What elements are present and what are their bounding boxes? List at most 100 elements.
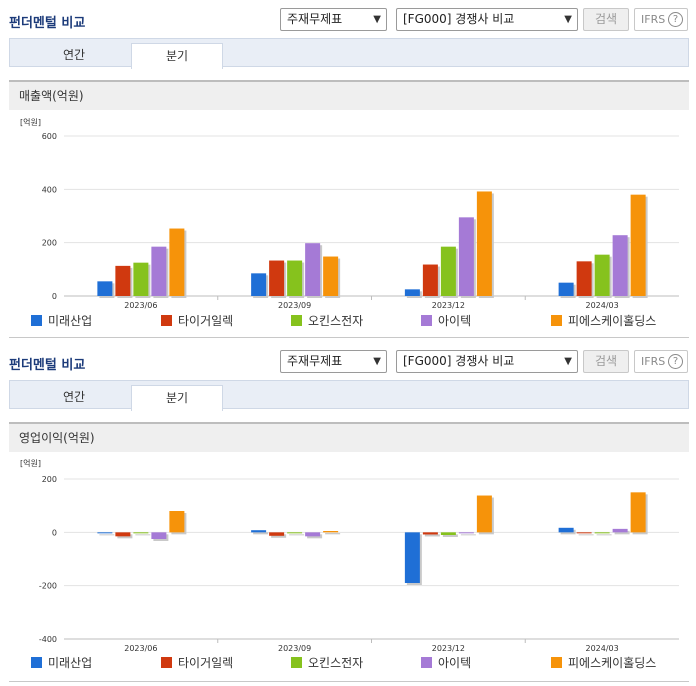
bar bbox=[476, 191, 492, 296]
legend-label: 미래산업 bbox=[48, 656, 92, 670]
bar bbox=[251, 273, 267, 296]
x-tick-label: 2023/06 bbox=[124, 301, 157, 310]
search-button[interactable]: 검색 bbox=[583, 8, 629, 31]
section-title: 매출액(억원) bbox=[9, 80, 689, 110]
bar bbox=[612, 528, 628, 533]
bar bbox=[287, 260, 303, 296]
question-icon: ? bbox=[668, 12, 683, 27]
x-tick-label: 2024/03 bbox=[586, 301, 619, 310]
bar bbox=[133, 532, 149, 534]
legend-swatch bbox=[421, 315, 432, 326]
x-tick-label: 2023/06 bbox=[124, 644, 157, 653]
legend-label: 피에스케이홀딩스 bbox=[568, 656, 656, 670]
bar bbox=[422, 532, 438, 535]
section-title: 영업이익(억원) bbox=[9, 422, 689, 452]
bar-shadow bbox=[424, 534, 440, 537]
bar bbox=[558, 527, 574, 533]
y-tick-label: 600 bbox=[42, 132, 57, 141]
ifrs-help-button[interactable]: IFRS ? bbox=[634, 350, 688, 373]
legend-swatch bbox=[551, 657, 562, 668]
x-tick-label: 2023/12 bbox=[432, 644, 465, 653]
statement-select[interactable]: 주재무제표 ▼ bbox=[280, 350, 387, 373]
period-tabs: 연간 분기 bbox=[9, 380, 689, 411]
legend-swatch bbox=[551, 315, 562, 326]
chevron-down-icon: ▼ bbox=[564, 356, 572, 367]
legend-label: 오킨스전자 bbox=[308, 314, 363, 328]
statement-select[interactable]: 주재무제표 ▼ bbox=[280, 8, 387, 31]
bar bbox=[97, 532, 113, 534]
ifrs-label: IFRS bbox=[641, 355, 666, 368]
legend-label: 타이거일렉 bbox=[178, 314, 233, 328]
bar bbox=[576, 532, 592, 534]
bar bbox=[169, 511, 185, 533]
bar bbox=[576, 261, 592, 296]
ifrs-help-button[interactable]: IFRS ? bbox=[634, 8, 688, 31]
y-tick-label: 200 bbox=[42, 475, 57, 484]
bar bbox=[422, 264, 438, 296]
bar bbox=[594, 254, 610, 296]
bar bbox=[115, 532, 131, 537]
bar-shadow bbox=[325, 533, 341, 535]
legend-label: 오킨스전자 bbox=[308, 656, 363, 670]
bar bbox=[476, 495, 492, 533]
tab-annual[interactable]: 연간 bbox=[62, 390, 86, 404]
peer-group-select[interactable]: [FG000] 경쟁사 비교 ▼ bbox=[396, 8, 578, 31]
bar bbox=[630, 492, 646, 533]
bar bbox=[269, 532, 285, 536]
y-tick-label: -400 bbox=[39, 635, 57, 644]
bar-shadow bbox=[135, 534, 151, 536]
question-icon: ? bbox=[668, 354, 683, 369]
tab-annual[interactable]: 연간 bbox=[62, 48, 86, 62]
legend-label: 미래산업 bbox=[48, 314, 92, 328]
operating-income-chart: [억원] -400 -200 0 200 2023/06 2023/09 2023/12 202… bbox=[9, 455, 689, 682]
bar-shadow bbox=[578, 534, 594, 536]
unit-label: [억원] bbox=[20, 458, 41, 468]
y-tick-label: 200 bbox=[42, 239, 57, 248]
panel-revenue: 펀더멘털 비교 주재무제표 ▼ [FG000] 경쟁사 비교 ▼ 검색 IFRS… bbox=[0, 0, 696, 340]
bar-shadow bbox=[596, 534, 612, 536]
x-tick-label: 2023/12 bbox=[432, 301, 465, 310]
bar bbox=[630, 194, 646, 296]
bar bbox=[323, 256, 339, 296]
y-tick-label: -200 bbox=[39, 582, 57, 591]
peer-group-select[interactable]: [FG000] 경쟁사 비교 ▼ bbox=[396, 350, 578, 373]
bar-shadow bbox=[289, 534, 305, 536]
bar bbox=[594, 532, 610, 534]
revenue-chart-svg: [억원] 0 200 400 600 2023/06 2023/09 2023/12 2024/… bbox=[20, 117, 679, 328]
panel-header: 펀더멘털 비교 주재무제표 ▼ [FG000] 경쟁사 비교 ▼ 검색 IFRS… bbox=[0, 0, 696, 36]
legend-swatch bbox=[291, 657, 302, 668]
legend-swatch bbox=[31, 315, 42, 326]
bar-shadow bbox=[442, 534, 458, 537]
search-button[interactable]: 검색 bbox=[583, 350, 629, 373]
statement-select-value: 주재무제표 bbox=[287, 12, 343, 26]
legend-label: 타이거일렉 bbox=[178, 656, 233, 670]
x-tick-label: 2023/09 bbox=[278, 301, 311, 310]
bar bbox=[151, 246, 167, 296]
bar bbox=[612, 235, 628, 296]
bar bbox=[558, 282, 574, 296]
bar-shadow bbox=[460, 534, 476, 536]
legend-label: 아이텍 bbox=[438, 656, 471, 670]
tab-quarterly[interactable]: 분기 bbox=[131, 385, 223, 411]
bar bbox=[287, 532, 303, 534]
y-tick-label: 400 bbox=[42, 185, 57, 194]
statement-select-value: 주재무제표 bbox=[287, 354, 343, 368]
legend-label: 아이텍 bbox=[438, 314, 471, 328]
panel-title: 펀더멘털 비교 bbox=[9, 358, 86, 373]
panel-header: 펀더멘털 비교 주재무제표 ▼ [FG000] 경쟁사 비교 ▼ 검색 IFRS… bbox=[0, 342, 696, 378]
peer-group-select-value: [FG000] 경쟁사 비교 bbox=[403, 12, 515, 26]
unit-label: [억원] bbox=[20, 117, 41, 127]
tab-quarterly[interactable]: 분기 bbox=[131, 43, 223, 69]
chevron-down-icon: ▼ bbox=[564, 14, 572, 25]
panel-operating-income: 펀더멘털 비교 주재무제표 ▼ [FG000] 경쟁사 비교 ▼ 검색 IFRS… bbox=[0, 342, 696, 684]
y-tick-label: 0 bbox=[52, 528, 57, 537]
chevron-down-icon: ▼ bbox=[373, 14, 381, 25]
bar bbox=[440, 246, 456, 296]
bar-shadow bbox=[614, 530, 630, 535]
revenue-chart: [억원] 0 200 400 600 2023/06 2023/09 2023/12 2024/… bbox=[9, 112, 689, 337]
bar bbox=[305, 243, 321, 296]
bar-shadow bbox=[271, 534, 287, 538]
bar bbox=[251, 530, 267, 533]
y-tick-label: 0 bbox=[52, 292, 57, 301]
bar bbox=[97, 281, 113, 296]
